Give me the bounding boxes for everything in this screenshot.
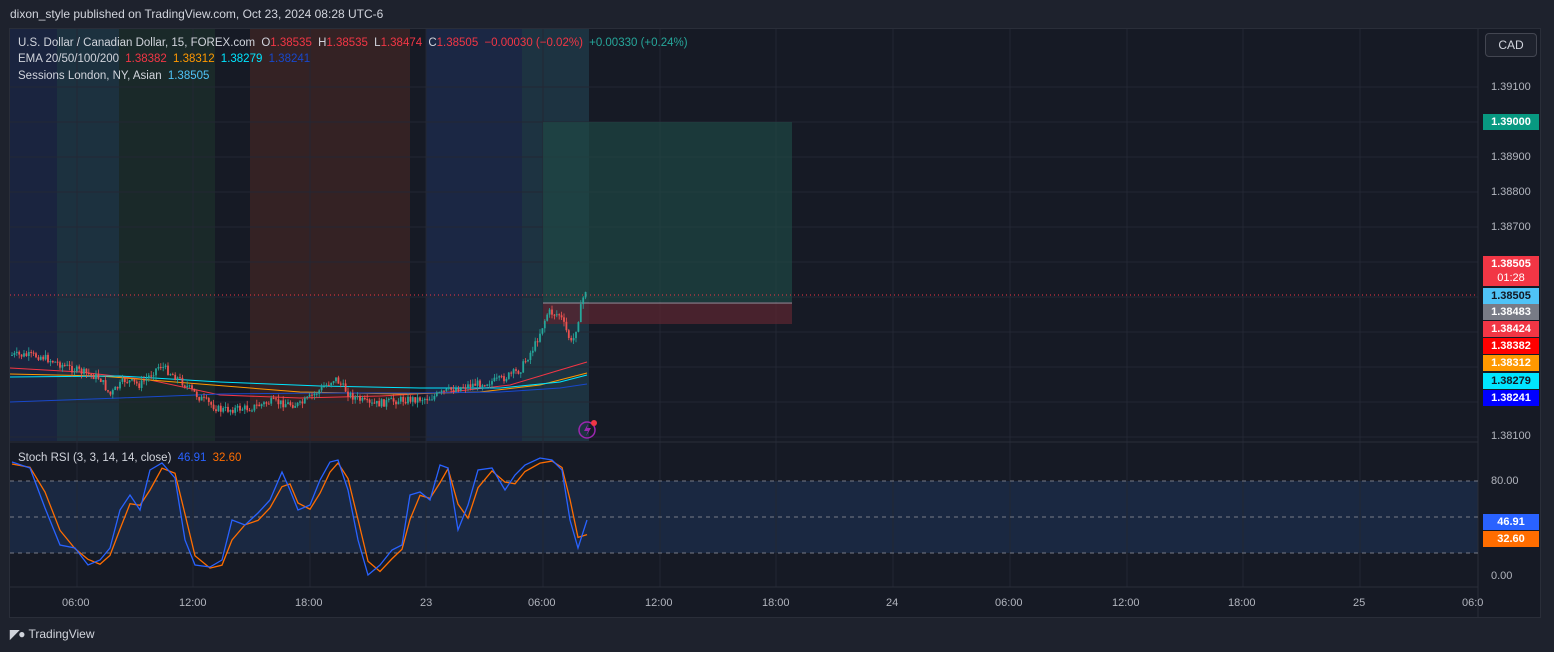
countdown-value: 01:28 bbox=[1497, 272, 1525, 284]
open-label: O bbox=[261, 37, 271, 49]
ema50-value: 1.38312 bbox=[173, 53, 215, 65]
stoch-tick: 0.00 bbox=[1491, 570, 1513, 582]
ema-legend-row[interactable]: EMA 20/50/100/200 1.38382 1.38312 1.3827… bbox=[18, 52, 313, 66]
open-value: 1.38535 bbox=[270, 37, 312, 49]
ema20-value: 1.38382 bbox=[125, 53, 167, 65]
time-tick: 06:00 bbox=[62, 597, 90, 609]
ema50-badge: 1.38312 bbox=[1483, 355, 1539, 371]
time-tick: 18:00 bbox=[762, 597, 790, 609]
sessions-legend-row[interactable]: Sessions London, NY, Asian 1.38505 bbox=[18, 69, 212, 83]
ema-label: EMA 20/50/100/200 bbox=[18, 53, 120, 65]
symbol-legend-row[interactable]: U.S. Dollar / Canadian Dollar, 15, FOREX… bbox=[18, 36, 691, 50]
change-value: −0.00030 (−0.02%) bbox=[484, 37, 583, 49]
time-tick: 12:00 bbox=[179, 597, 207, 609]
time-tick: 23 bbox=[420, 597, 433, 609]
time-tick: 18:00 bbox=[295, 597, 323, 609]
price-tick: 1.38100 bbox=[1491, 430, 1531, 442]
stoch-k-value: 46.91 bbox=[177, 452, 207, 464]
low-label: L bbox=[374, 37, 381, 49]
position-profit-zone[interactable] bbox=[543, 122, 792, 302]
time-tick: 24 bbox=[886, 597, 899, 609]
last-price-badge: 1.38505 01:28 bbox=[1483, 256, 1539, 286]
tradingview-brand: TradingView bbox=[28, 627, 95, 641]
publisher-bar: dixon_style published on TradingView.com… bbox=[0, 0, 1554, 28]
position-loss-zone[interactable] bbox=[543, 303, 792, 324]
time-tick: 06:0 bbox=[1462, 597, 1484, 609]
stop-price-badge: 1.38424 bbox=[1483, 321, 1539, 337]
candles bbox=[11, 291, 587, 417]
price-tick: 1.38800 bbox=[1491, 186, 1531, 198]
ema200-value: 1.38241 bbox=[268, 53, 311, 65]
time-tick: 12:00 bbox=[1112, 597, 1140, 609]
price-tick: 1.38900 bbox=[1491, 151, 1531, 163]
change2-value: +0.00330 (+0.24%) bbox=[589, 37, 688, 49]
tradingview-logo[interactable]: ◤● TradingView bbox=[10, 627, 95, 641]
target-price-badge: 1.39000 bbox=[1483, 114, 1539, 130]
stoch-label: Stoch RSI (3, 3, 14, 14, close) bbox=[18, 452, 172, 464]
time-tick: 06:00 bbox=[995, 597, 1023, 609]
low-value: 1.38474 bbox=[380, 37, 423, 49]
time-tick: 18:00 bbox=[1228, 597, 1256, 609]
tradingview-logo-icon: ◤● bbox=[10, 627, 26, 641]
close-value: 1.38505 bbox=[436, 37, 479, 49]
time-tick: 12:00 bbox=[645, 597, 673, 609]
stoch-lines bbox=[11, 457, 588, 577]
ema100-badge: 1.38279 bbox=[1483, 373, 1539, 389]
footer-bar: ◤● TradingView bbox=[0, 618, 1554, 652]
stoch-tick: 80.00 bbox=[1491, 475, 1519, 487]
sessions-value: 1.38505 bbox=[167, 70, 210, 82]
publisher-text: dixon_style published on TradingView.com… bbox=[10, 7, 384, 21]
time-tick: 25 bbox=[1353, 597, 1366, 609]
last-price-value: 1.38505 bbox=[1491, 258, 1531, 270]
sessions-label: Sessions London, NY, Asian bbox=[18, 70, 162, 82]
stoch-d-badge: 32.60 bbox=[1483, 531, 1539, 547]
high-label: H bbox=[318, 37, 327, 49]
stoch-k-badge: 46.91 bbox=[1483, 514, 1539, 530]
ema20-badge: 1.38382 bbox=[1483, 338, 1539, 354]
price-tick: 1.38700 bbox=[1491, 221, 1531, 233]
close-label: C bbox=[428, 37, 437, 49]
ema200-badge: 1.38241 bbox=[1483, 390, 1539, 406]
session-backgrounds bbox=[10, 29, 589, 441]
stoch-d-value: 32.60 bbox=[212, 452, 242, 464]
stoch-band bbox=[10, 481, 1478, 553]
lightning-icon[interactable] bbox=[578, 420, 597, 439]
high-value: 1.38535 bbox=[326, 37, 368, 49]
symbol-name: U.S. Dollar / Canadian Dollar, 15, FOREX… bbox=[18, 37, 256, 49]
entry-price-badge: 1.38483 bbox=[1483, 304, 1539, 320]
stoch-legend-row[interactable]: Stoch RSI (3, 3, 14, 14, close) 46.91 32… bbox=[18, 451, 244, 465]
time-tick: 06:00 bbox=[528, 597, 556, 609]
ema100-value: 1.38279 bbox=[220, 53, 263, 65]
price-tick: 1.39100 bbox=[1491, 81, 1531, 93]
currency-button[interactable]: CAD bbox=[1485, 33, 1537, 57]
sessions-price-badge: 1.38505 bbox=[1483, 288, 1539, 304]
